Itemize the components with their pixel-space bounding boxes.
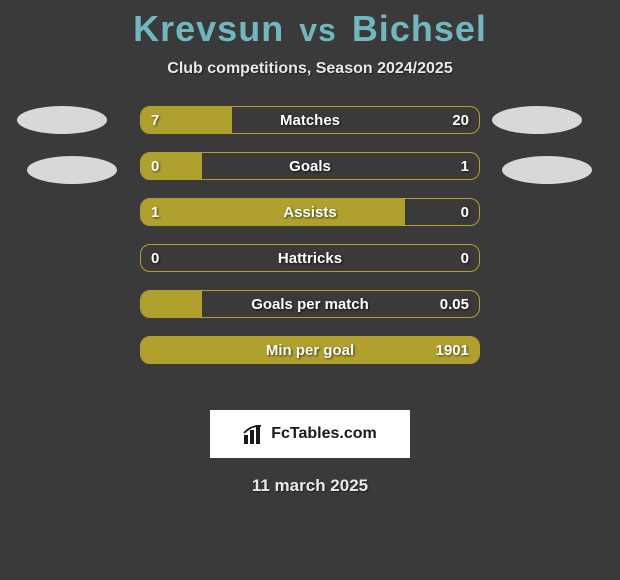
bar-label: Assists xyxy=(141,199,479,226)
subtitle: Club competitions, Season 2024/2025 xyxy=(0,60,620,78)
title-vs: vs xyxy=(299,12,337,48)
stat-bar: 720Matches xyxy=(140,106,480,134)
decorative-ellipse xyxy=(492,106,582,134)
stat-bar: 1901Min per goal xyxy=(140,336,480,364)
stat-bar: 0.05Goals per match xyxy=(140,290,480,318)
date-label: 11 march 2025 xyxy=(0,476,620,496)
decorative-ellipse xyxy=(27,156,117,184)
comparison-title: Krevsun vs Bichsel xyxy=(0,0,620,50)
fctables-badge-text: FcTables.com xyxy=(271,425,377,443)
title-left-player: Krevsun xyxy=(133,8,284,49)
title-right-player: Bichsel xyxy=(352,8,487,49)
decorative-ellipse xyxy=(502,156,592,184)
bar-label: Goals xyxy=(141,153,479,180)
decorative-ellipse xyxy=(17,106,107,134)
stat-bar: 01Goals xyxy=(140,152,480,180)
fctables-badge[interactable]: FcTables.com xyxy=(210,410,410,458)
comparison-chart: 720Matches 01Goals 10Assists 00Hattricks 0.0… xyxy=(0,106,620,396)
bar-label: Matches xyxy=(141,107,479,134)
bar-label: Min per goal xyxy=(141,337,479,364)
stat-bar: 00Hattricks xyxy=(140,244,480,272)
bar-label: Hattricks xyxy=(141,245,479,272)
bars-icon xyxy=(243,423,265,445)
bar-label: Goals per match xyxy=(141,291,479,318)
stat-bar: 10Assists xyxy=(140,198,480,226)
